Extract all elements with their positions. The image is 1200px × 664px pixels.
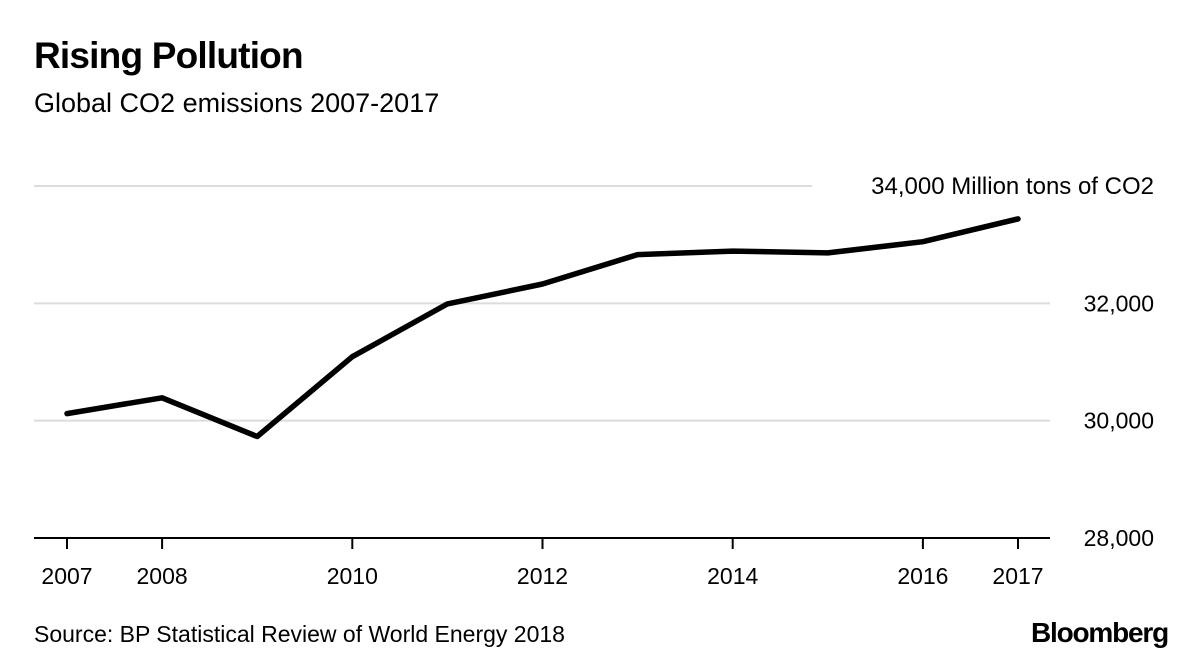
y-axis-labels: 28,000 30,000 32,000 34,000 Million tons of…	[871, 173, 1154, 551]
x-tick-label: 2017	[992, 563, 1043, 589]
source-note: Source: BP Statistical Review of World E…	[34, 621, 565, 647]
gridlines	[34, 185, 1050, 422]
x-tick-label: 2012	[517, 563, 568, 589]
x-axis: 2007 2008 2010 2012 2014 2016 2017	[34, 537, 1050, 589]
y-tick-label: 34,000 Million tons of CO2	[871, 173, 1154, 200]
bloomberg-logo: Bloomberg	[1031, 617, 1169, 648]
y-tick-label: 32,000	[1084, 290, 1154, 316]
x-tick-label: 2010	[327, 563, 378, 589]
series-line	[64, 216, 1021, 440]
y-tick-label: 30,000	[1084, 408, 1154, 434]
chart-title: Rising Pollution	[34, 35, 304, 76]
chart-subtitle: Global CO2 emissions 2007-2017	[34, 88, 440, 118]
series-layer	[64, 216, 1021, 440]
x-tick-label: 2007	[41, 563, 92, 589]
x-tick-label: 2016	[897, 563, 948, 589]
x-tick-label: 2008	[137, 563, 188, 589]
y-tick-label: 28,000	[1084, 525, 1154, 551]
x-tick-label: 2014	[707, 563, 758, 589]
